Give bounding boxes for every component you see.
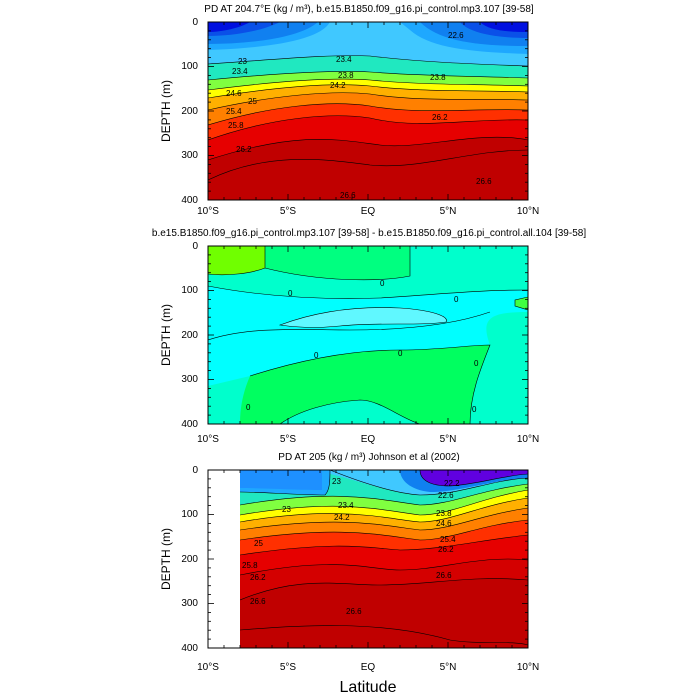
panel-1-ylabel: DEPTH (m) xyxy=(159,80,173,142)
contour-label: 26.2 xyxy=(250,573,266,582)
panel-3-yticks: 0 100 200 300 400 xyxy=(181,465,198,654)
panel-3: PD AT 205 (kg / m³) Johnson et al (2002) xyxy=(159,452,539,696)
contour-label: 23.4 xyxy=(232,67,248,76)
contour-label: 23.8 xyxy=(436,509,452,518)
contour-label: 0 xyxy=(288,289,293,298)
xtick-label: 5°S xyxy=(280,434,297,445)
panel-1: PD AT 204.7°E (kg / m³), b.e15.B1850.f09… xyxy=(159,4,539,217)
contour-label: 0 xyxy=(472,405,477,414)
contour-label: 0 xyxy=(246,403,251,412)
contour-label: 25.8 xyxy=(242,561,258,570)
panel-1-title: PD AT 204.7°E (kg / m³), b.e15.B1850.f09… xyxy=(204,4,534,15)
contour-label: 26.6 xyxy=(476,177,492,186)
contour-label: 25 xyxy=(254,539,263,548)
contour-label: 25 xyxy=(248,97,257,106)
ytick-label: 0 xyxy=(192,17,198,28)
contour-label: 23 xyxy=(282,505,291,514)
contour-label: 26.6 xyxy=(340,191,356,200)
contour-label: 23.8 xyxy=(430,73,446,82)
ytick-label: 100 xyxy=(181,285,198,296)
xtick-label: 5°N xyxy=(440,206,457,217)
contour-label: 24.6 xyxy=(436,519,452,528)
ytick-label: 300 xyxy=(181,374,198,385)
panel-1-contour-lines xyxy=(208,55,528,181)
ytick-label: 100 xyxy=(181,61,198,72)
panel-2-title: b.e15.B1850.f09_g16.pi_control.mp3.107 [… xyxy=(152,228,586,239)
contour-label: 22.6 xyxy=(438,491,454,500)
contour-label: 0 xyxy=(380,279,385,288)
contour-label: 25.4 xyxy=(226,107,242,116)
xtick-label: 10°S xyxy=(197,206,219,217)
contour-label: 0 xyxy=(474,359,479,368)
xtick-label: 10°N xyxy=(517,434,539,445)
contour-label: 0 xyxy=(454,295,459,304)
panel-2: b.e15.B1850.f09_g16.pi_control.mp3.107 [… xyxy=(152,228,586,445)
ytick-label: 300 xyxy=(181,598,198,609)
contour-label: 26.2 xyxy=(432,113,448,122)
contour-label: 26.6 xyxy=(250,597,266,606)
panel-3-xticks: 10°S 5°S EQ 5°N 10°N xyxy=(197,662,539,673)
xtick-label: 5°S xyxy=(280,662,297,673)
contour-label: 24.2 xyxy=(334,513,350,522)
contour-label: 0 xyxy=(314,351,319,360)
x-axis-label: Latitude xyxy=(340,679,397,696)
panel-3-contour-lines xyxy=(240,470,528,646)
panel-1-contour-fill xyxy=(208,22,528,200)
ytick-label: 200 xyxy=(181,330,198,341)
ytick-label: 200 xyxy=(181,554,198,565)
contour-label: 25.8 xyxy=(228,121,244,130)
contour-label: 26.6 xyxy=(436,571,452,580)
panel-1-yticks: 0 100 200 300 400 xyxy=(181,17,198,206)
xtick-label: 5°N xyxy=(440,434,457,445)
ytick-label: 0 xyxy=(192,465,198,476)
panel-2-yticks: 0 100 200 300 400 xyxy=(181,241,198,430)
contour-label: 26.6 xyxy=(346,607,362,616)
xtick-label: EQ xyxy=(361,662,376,673)
xtick-label: 10°S xyxy=(197,434,219,445)
ytick-label: 0 xyxy=(192,241,198,252)
xtick-label: 5°S xyxy=(280,206,297,217)
ytick-label: 100 xyxy=(181,509,198,520)
contour-label: 23 xyxy=(332,477,341,486)
panel-3-contour-labels: 22.2 22.6 23 23 23.4 23.8 24.2 24.6 25 2… xyxy=(242,477,460,616)
contour-label: 25.4 xyxy=(440,535,456,544)
contour-label: 24.2 xyxy=(330,81,346,90)
panel-2-contour-lines xyxy=(208,246,528,424)
contour-label: 23.8 xyxy=(338,71,354,80)
contour-label: 26.2 xyxy=(438,545,454,554)
panel-1-contour-labels: 22.6 23 23.4 23.4 23.8 23.8 24.2 24.6 25… xyxy=(226,31,492,200)
panel-3-ylabel: DEPTH (m) xyxy=(159,528,173,590)
contour-label: 22.2 xyxy=(444,479,460,488)
panel-2-contour-labels: 0 0 0 0 0 0 0 0 xyxy=(246,279,479,414)
contour-label: 0 xyxy=(398,349,403,358)
contour-label: 22.6 xyxy=(448,31,464,40)
contour-label: 23.4 xyxy=(336,55,352,64)
ytick-label: 400 xyxy=(181,195,198,206)
contour-label: 24.6 xyxy=(226,89,242,98)
panel-3-contour-fill xyxy=(240,470,528,648)
ytick-label: 400 xyxy=(181,643,198,654)
panel-3-title: PD AT 205 (kg / m³) Johnson et al (2002) xyxy=(278,452,459,463)
xtick-label: 10°N xyxy=(517,206,539,217)
ytick-label: 200 xyxy=(181,106,198,117)
panel-2-ylabel: DEPTH (m) xyxy=(159,304,173,366)
xtick-label: EQ xyxy=(361,434,376,445)
xtick-label: 5°N xyxy=(440,662,457,673)
contour-label: 23.4 xyxy=(338,501,354,510)
contour-label: 23 xyxy=(238,57,247,66)
ytick-label: 300 xyxy=(181,150,198,161)
xtick-label: 10°N xyxy=(517,662,539,673)
panel-2-contour-fill xyxy=(208,246,528,424)
axis-ticks xyxy=(207,21,529,649)
contour-label: 26.2 xyxy=(236,145,252,154)
xtick-label: EQ xyxy=(361,206,376,217)
panel-1-xticks: 10°S 5°S EQ 5°N 10°N xyxy=(197,206,539,217)
panel-2-xticks: 10°S 5°S EQ 5°N 10°N xyxy=(197,434,539,445)
ytick-label: 400 xyxy=(181,419,198,430)
xtick-label: 10°S xyxy=(197,662,219,673)
